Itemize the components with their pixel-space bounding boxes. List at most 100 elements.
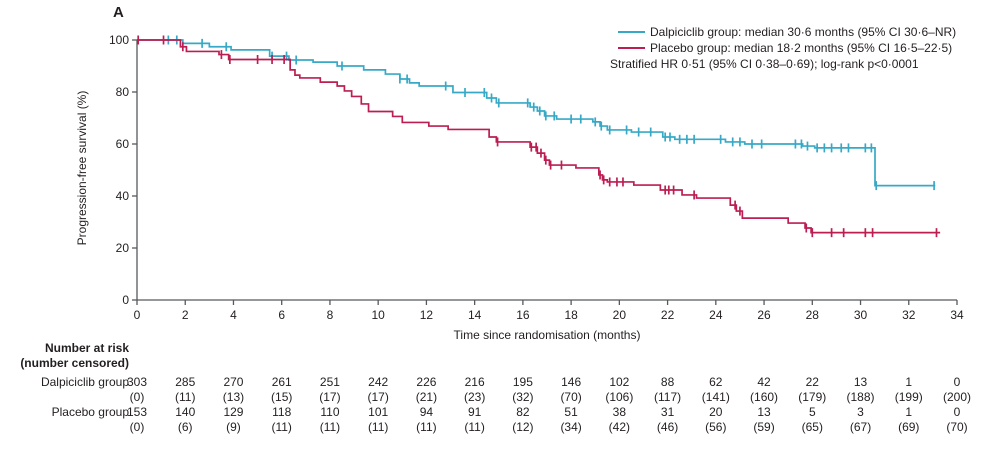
x-tick-label: 18 <box>564 308 578 322</box>
legend-label-dalpiciclib: Dalpiciclib group: median 30·6 months (9… <box>650 25 957 39</box>
risk-count-cell: 13 <box>853 375 868 389</box>
risk-count-cell: 94 <box>419 405 434 419</box>
placebo-line-swatch-icon <box>618 47 645 49</box>
km-curve-dalpiciclib <box>137 39 936 187</box>
risk-count-cell: 20 <box>709 405 723 419</box>
risk-censored-cell: (69) <box>898 420 920 434</box>
risk-count-cell: 38 <box>612 405 627 419</box>
risk-count-cell: 226 <box>416 375 437 389</box>
risk-count-cell: 101 <box>368 405 389 419</box>
risk-count-cell: 242 <box>368 375 389 389</box>
risk-censored-cell: (46) <box>656 420 679 434</box>
risk-censored-cell: (11) <box>319 420 341 434</box>
x-tick-label: 26 <box>757 308 771 322</box>
risk-censored-cell: (56) <box>705 420 727 434</box>
risk-count-cell: 31 <box>660 405 675 419</box>
risk-count-cell: 261 <box>271 375 292 389</box>
x-tick-label: 12 <box>420 308 434 322</box>
legend: Dalpiciclib group: median 30·6 months (9… <box>610 24 956 72</box>
x-tick-label: 32 <box>902 308 916 322</box>
x-tick-label: 28 <box>806 308 820 322</box>
risk-count-cell: 42 <box>757 375 771 389</box>
risk-censored-cell: (23) <box>463 390 486 404</box>
risk-censored-cell: (9) <box>226 420 241 434</box>
risk-censored-cell: (0) <box>129 390 145 404</box>
legend-entry-placebo: Placebo group: median 18·2 months (95% C… <box>618 40 956 56</box>
dalpiciclib-line-swatch-icon <box>618 31 645 33</box>
risk-count-cell: 146 <box>561 375 582 389</box>
risk-censored-cell: (13) <box>222 390 245 404</box>
risk-censored-cell: (32) <box>512 390 534 404</box>
risk-count-cell: 91 <box>467 405 482 419</box>
risk-count-cell: 285 <box>175 375 196 389</box>
x-tick-label: 34 <box>950 308 964 322</box>
risk-censored-cell: (11) <box>464 420 485 434</box>
risk-count-cell: 5 <box>808 405 816 419</box>
risk-count-cell: 118 <box>272 405 292 419</box>
risk-count-cell: 251 <box>319 375 340 389</box>
risk-censored-cell: (21) <box>415 390 438 404</box>
risk-censored-cell: (11) <box>175 390 196 404</box>
x-tick-label: 4 <box>230 308 237 322</box>
risk-count-cell: 88 <box>660 375 675 389</box>
risk-censored-cell: (117) <box>654 390 682 404</box>
risk-censored-cell: (65) <box>801 420 823 434</box>
risk-count-cell: 0 <box>953 375 961 389</box>
risk-censored-cell: (0) <box>129 420 145 434</box>
y-tick-label: 20 <box>116 241 130 255</box>
risk-censored-cell: (70) <box>946 420 968 434</box>
risk-count-cell: 216 <box>464 375 485 389</box>
risk-row-label-placebo: Placebo group <box>51 405 129 419</box>
x-tick-label: 6 <box>278 308 285 322</box>
risk-censored-cell: (17) <box>319 390 341 404</box>
risk-censored-cell: (34) <box>560 420 582 434</box>
risk-censored-cell: (200) <box>942 390 971 404</box>
x-tick-label: 24 <box>709 308 723 322</box>
x-tick-label: 30 <box>854 308 868 322</box>
risk-count-cell: 1 <box>905 405 913 419</box>
risk-censored-cell: (70) <box>560 390 582 404</box>
risk-censored-cell: (160) <box>750 390 779 404</box>
risk-count-cell: 195 <box>512 375 533 389</box>
y-tick-label: 80 <box>116 85 130 99</box>
legend-label-placebo: Placebo group: median 18·2 months (95% C… <box>650 41 953 55</box>
risk-censored-cell: (106) <box>605 390 634 404</box>
y-tick-label: 60 <box>116 137 130 151</box>
risk-count-cell: 1 <box>905 375 913 389</box>
risk-count-cell: 22 <box>805 375 819 389</box>
x-axis-label: Time since randomisation (months) <box>453 328 641 342</box>
risk-count-cell: 13 <box>757 405 771 419</box>
risk-count-cell: 0 <box>953 405 961 419</box>
risk-count-cell: 82 <box>516 405 530 419</box>
risk-table-header-line2: (number censored) <box>20 356 129 370</box>
risk-table-header-line1: Number at risk <box>44 341 129 355</box>
y-tick-label: 100 <box>109 33 129 47</box>
x-tick-label: 2 <box>182 308 189 322</box>
risk-censored-cell: (15) <box>271 390 293 404</box>
hazard-ratio-stats: Stratified HR 0·51 (95% CI 0·38–0·69); l… <box>610 57 919 71</box>
x-tick-label: 8 <box>327 308 334 322</box>
y-tick-label: 0 <box>122 293 129 307</box>
risk-censored-cell: (11) <box>367 420 389 434</box>
risk-count-cell: 51 <box>564 405 578 419</box>
risk-censored-cell: (11) <box>416 420 437 434</box>
risk-censored-cell: (42) <box>608 420 631 434</box>
x-tick-label: 10 <box>371 308 385 322</box>
y-tick-label: 40 <box>116 189 130 203</box>
risk-censored-cell: (6) <box>177 420 193 434</box>
legend-entry-dalpiciclib: Dalpiciclib group: median 30·6 months (9… <box>618 24 956 40</box>
risk-count-cell: 3 <box>857 405 864 419</box>
x-tick-label: 14 <box>468 308 482 322</box>
risk-censored-cell: (12) <box>512 420 534 434</box>
x-tick-label: 20 <box>613 308 627 322</box>
km-curve-placebo <box>137 39 941 234</box>
risk-count-cell: 129 <box>223 405 244 419</box>
risk-count-cell: 303 <box>126 375 148 389</box>
risk-censored-cell: (179) <box>798 390 827 404</box>
risk-censored-cell: (199) <box>894 390 923 404</box>
risk-censored-cell: (11) <box>271 420 292 434</box>
risk-count-cell: 62 <box>709 375 723 389</box>
panel-label: A <box>113 4 124 21</box>
